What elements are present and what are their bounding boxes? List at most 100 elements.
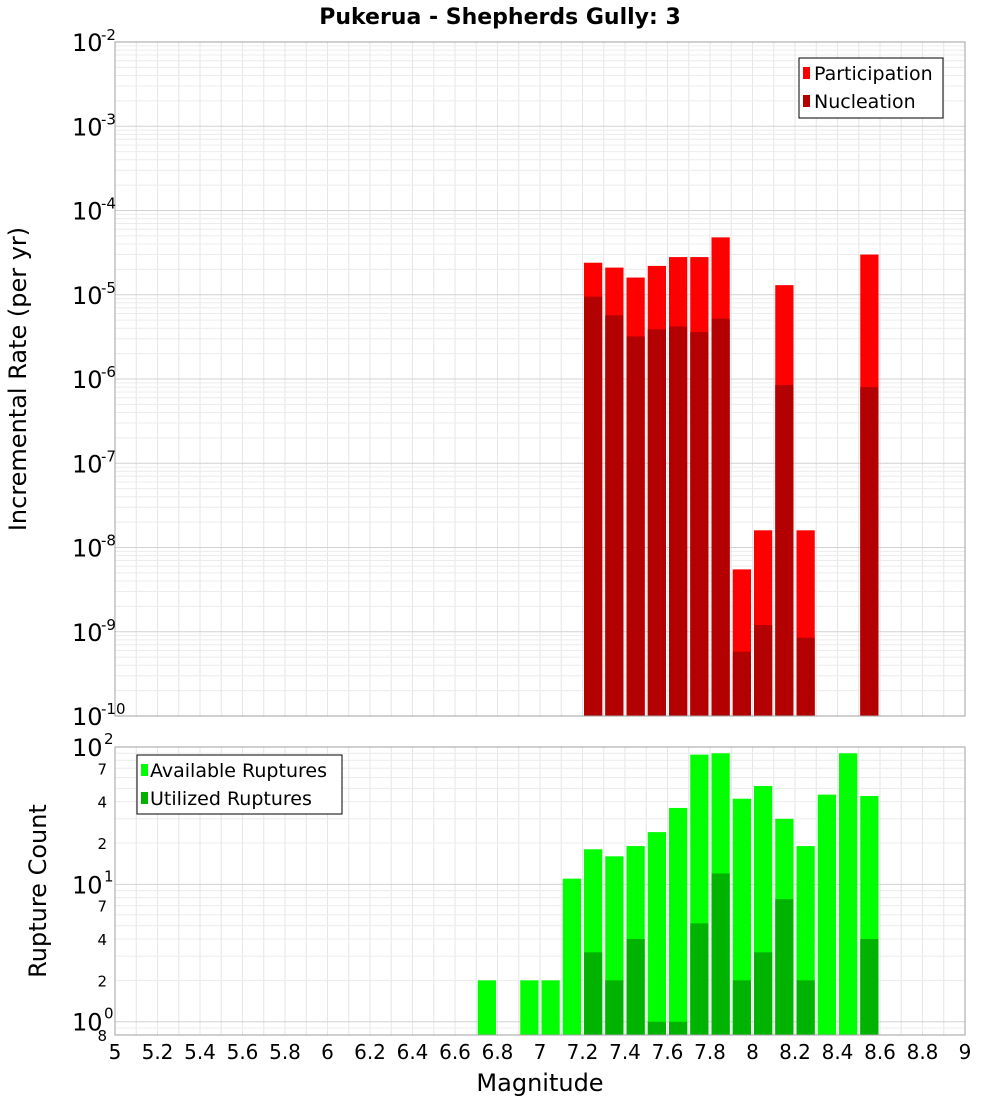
count-bar-a [839,753,858,1035]
count-bar-a [477,980,496,1035]
x-tick-label: 8.4 [822,1040,854,1064]
x-tick-label: 6.4 [397,1040,429,1064]
legend-swatch-available [141,764,148,776]
y-tick-exponent: -3 [101,110,116,128]
count-plot-frame [114,746,966,1036]
y-tick-label: 10 [72,703,103,731]
count-bar-b [647,1021,666,1035]
x-tick-label: 5.4 [184,1040,216,1064]
x-tick-label: 7 [534,1040,547,1064]
legend-swatch-participation [803,67,810,79]
count-bar-b [584,952,603,1035]
legend-swatch-utilized [141,792,148,804]
y-tick-exponent: -5 [101,279,116,297]
y-tick-exponent: -2 [101,26,116,44]
rate-bar-b [796,637,815,716]
rate-bar-b [626,336,645,716]
rate-bar-b [584,296,603,716]
count-bar-a [647,832,666,1035]
count-bar-b [775,899,794,1035]
count-bar-a [520,980,539,1035]
count-bar-a [817,794,836,1035]
y-tick-exponent: -8 [101,532,116,550]
rate-bar-b [669,326,688,716]
rate-legend: Participation Nucleation [798,57,944,119]
y-tick-label: 10 [72,619,103,647]
y-tick-exponent: -10 [101,700,126,718]
rate-bar-b [775,384,794,716]
legend-label-available: Available Ruptures [150,760,327,782]
count-legend: Available Ruptures Utilized Ruptures [136,754,343,815]
rate-legend-box [798,57,944,119]
y-tick-exponent: 1 [104,867,114,885]
y-tick-label: 10 [72,734,103,762]
rate-bar-b [860,387,879,716]
y-tick-label: 10 [72,282,103,310]
x-tick-label: 7.4 [609,1040,641,1064]
x-tick-label: 8.2 [779,1040,811,1064]
x-tick-label: 7.8 [694,1040,726,1064]
rate-bar-b [754,625,773,716]
count-bar-b [626,939,645,1035]
count-bar-b [669,1021,688,1035]
y-tick-label: 10 [72,535,103,563]
rate-plot-frame [114,41,966,717]
rate-bar-b [732,651,751,716]
magnitude-x-tick-labels: 5 5.2 5.4 5.6 5.8 6 6.2 6.4 6.6 6.8 7 7.2 7.4 7.6 7.8 8… [109,1040,972,1064]
x-tick-label: 5 [109,1040,122,1064]
y-tick-label: 10 [72,198,103,226]
count-bar-a [669,807,688,1035]
x-tick-label: 6.6 [439,1040,471,1064]
y-minor-tick-label: 4 [97,931,107,949]
x-tick-label: 8.6 [864,1040,896,1064]
y-tick-exponent: -9 [101,616,116,634]
legend-label-nucleation: Nucleation [814,91,916,113]
x-tick-label: 7.6 [652,1040,684,1064]
y-tick-label: 10 [72,1009,103,1037]
x-tick-label: 9 [959,1040,972,1064]
y-minor-tick-label: 7 [97,760,107,778]
y-tick-label: 10 [72,450,103,478]
chart-title: Pukerua - Shepherds Gully: 3 [319,5,681,30]
x-tick-label: 5.2 [142,1040,174,1064]
rate-plot-bars [584,237,879,717]
count-bar-b [860,939,879,1035]
y-minor-tick-label: 4 [97,794,107,812]
y-tick-exponent: -4 [101,195,116,213]
legend-label-utilized: Utilized Ruptures [150,788,312,810]
y-tick-label: 10 [72,29,103,57]
y-tick-exponent: -6 [101,363,116,381]
x-tick-label: 5.8 [269,1040,301,1064]
count-legend-box [136,754,343,815]
y-tick-exponent: 0 [104,1005,114,1023]
x-tick-label: 8 [746,1040,759,1064]
x-tick-label: 7.2 [567,1040,599,1064]
rate-bar-b [711,318,730,716]
y-minor-tick-label: 8 [97,1027,107,1045]
rate-plot-grid [114,42,966,717]
rate-y-tick-labels: 10-210-310-410-510-610-710-810-910-10 [72,26,126,731]
y-minor-tick-label: 2 [97,972,107,990]
rate-bar-b [605,315,624,716]
count-bar-a [562,878,581,1035]
x-tick-label: 6.2 [354,1040,386,1064]
y-minor-tick-label: 2 [97,835,107,853]
count-bar-a [541,980,560,1035]
rate-bar-b [647,329,666,716]
rate-y-axis-label: Incremental Rate (per yr) [4,227,32,531]
y-tick-label: 10 [72,113,103,141]
y-tick-exponent: 2 [104,730,114,748]
count-bar-a [732,798,751,1035]
x-tick-label: 6 [321,1040,334,1064]
x-axis-label: Magnitude [476,1069,603,1097]
count-y-axis-label: Rupture Count [24,804,52,978]
x-tick-label: 5.6 [227,1040,259,1064]
legend-label-participation: Participation [814,63,933,85]
count-bar-b [754,952,773,1035]
count-bar-b [732,980,751,1035]
x-tick-label: 8.8 [907,1040,939,1064]
y-tick-label: 10 [72,366,103,394]
legend-swatch-nucleation [803,95,810,107]
